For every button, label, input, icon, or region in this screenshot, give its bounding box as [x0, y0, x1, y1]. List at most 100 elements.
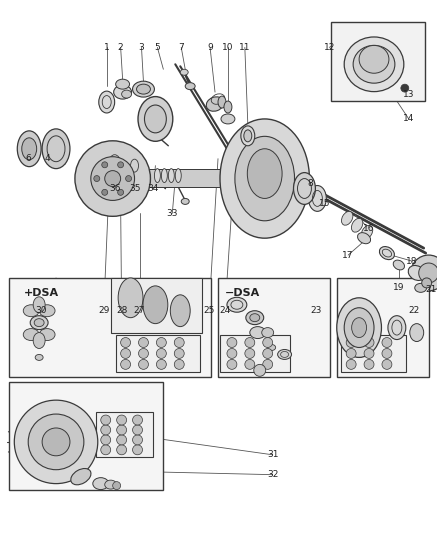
Ellipse shape	[278, 350, 292, 359]
Ellipse shape	[220, 119, 309, 238]
Ellipse shape	[93, 478, 109, 490]
Circle shape	[117, 445, 127, 455]
Ellipse shape	[155, 168, 160, 182]
Circle shape	[133, 445, 142, 455]
Ellipse shape	[268, 344, 276, 351]
Text: 19: 19	[393, 284, 405, 293]
Ellipse shape	[133, 81, 155, 97]
Ellipse shape	[23, 305, 39, 317]
Text: 14: 14	[403, 115, 414, 124]
Circle shape	[156, 349, 166, 358]
Text: 35: 35	[129, 184, 140, 193]
Ellipse shape	[262, 328, 274, 337]
Circle shape	[101, 415, 111, 425]
Ellipse shape	[352, 318, 367, 337]
Ellipse shape	[359, 45, 389, 73]
Text: 21: 21	[425, 285, 436, 294]
Text: 24: 24	[219, 306, 230, 315]
Ellipse shape	[143, 286, 168, 324]
Circle shape	[133, 415, 142, 425]
Ellipse shape	[181, 198, 189, 204]
Ellipse shape	[344, 37, 404, 92]
Bar	[141, 168, 235, 187]
Ellipse shape	[71, 469, 91, 485]
Text: 27: 27	[134, 306, 145, 315]
Text: 1: 1	[104, 43, 110, 52]
Ellipse shape	[34, 319, 44, 327]
Circle shape	[105, 171, 120, 187]
Ellipse shape	[22, 138, 37, 160]
Text: 29: 29	[98, 306, 110, 315]
Ellipse shape	[33, 297, 45, 313]
Ellipse shape	[353, 45, 395, 83]
Circle shape	[126, 175, 131, 182]
Ellipse shape	[351, 219, 363, 232]
Circle shape	[263, 349, 273, 358]
Ellipse shape	[235, 136, 294, 221]
Ellipse shape	[393, 260, 404, 270]
Text: 2: 2	[118, 43, 124, 52]
Ellipse shape	[116, 79, 130, 89]
Ellipse shape	[161, 168, 167, 182]
Bar	[218, 278, 330, 377]
Text: 13: 13	[403, 90, 414, 99]
Ellipse shape	[342, 212, 353, 225]
Bar	[331, 21, 425, 101]
Circle shape	[346, 349, 356, 358]
Circle shape	[138, 337, 148, 348]
Ellipse shape	[218, 96, 226, 108]
Text: 8: 8	[307, 179, 313, 188]
Ellipse shape	[250, 314, 260, 321]
Circle shape	[346, 359, 356, 369]
Text: 5: 5	[155, 43, 160, 52]
Text: 32: 32	[267, 470, 278, 479]
Text: 9: 9	[207, 43, 213, 52]
Circle shape	[75, 141, 150, 216]
Text: 12: 12	[324, 43, 335, 52]
Bar	[9, 278, 211, 377]
Bar	[116, 335, 200, 373]
Text: 22: 22	[408, 306, 419, 315]
Circle shape	[422, 278, 431, 288]
Circle shape	[14, 400, 98, 483]
Ellipse shape	[23, 329, 39, 341]
Text: 28: 28	[116, 306, 127, 315]
Circle shape	[174, 359, 184, 369]
Circle shape	[118, 189, 124, 195]
Circle shape	[91, 157, 134, 200]
Ellipse shape	[39, 305, 55, 317]
Ellipse shape	[361, 225, 373, 239]
Circle shape	[401, 84, 409, 92]
Circle shape	[120, 349, 131, 358]
Ellipse shape	[357, 232, 371, 244]
Ellipse shape	[105, 150, 124, 177]
Circle shape	[254, 365, 266, 376]
Circle shape	[364, 337, 374, 348]
Ellipse shape	[244, 130, 252, 142]
Ellipse shape	[42, 129, 70, 168]
Bar	[337, 278, 429, 377]
Ellipse shape	[308, 185, 326, 212]
Ellipse shape	[33, 333, 45, 349]
Ellipse shape	[293, 173, 315, 204]
Ellipse shape	[221, 114, 235, 124]
Ellipse shape	[410, 324, 424, 342]
Ellipse shape	[241, 126, 255, 146]
Circle shape	[120, 337, 131, 348]
Circle shape	[156, 337, 166, 348]
Text: 10: 10	[222, 43, 234, 52]
Text: 31: 31	[267, 450, 279, 459]
Circle shape	[346, 337, 356, 348]
Ellipse shape	[17, 131, 41, 167]
Ellipse shape	[185, 83, 195, 90]
Circle shape	[102, 162, 108, 168]
Ellipse shape	[145, 105, 166, 133]
Ellipse shape	[35, 354, 43, 360]
Ellipse shape	[224, 101, 232, 113]
Circle shape	[101, 445, 111, 455]
Circle shape	[382, 359, 392, 369]
Ellipse shape	[122, 90, 131, 98]
Circle shape	[174, 337, 184, 348]
Ellipse shape	[170, 295, 190, 327]
Circle shape	[101, 435, 111, 445]
